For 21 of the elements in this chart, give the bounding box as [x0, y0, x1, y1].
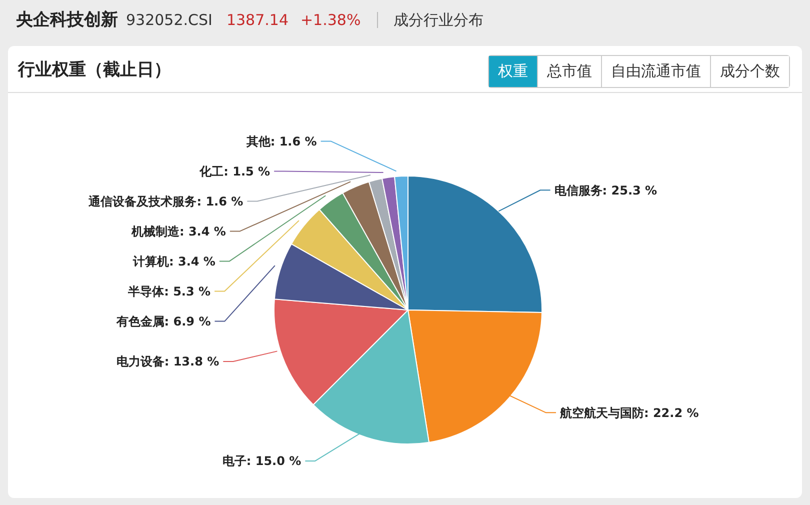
text: 1387.14 — [226, 11, 288, 29]
slice-label: 有色金属: 6.9 % — [115, 314, 211, 328]
text: 自由流通市值 — [601, 56, 710, 87]
text: 权重 — [489, 56, 537, 87]
chart-subtitle: 行业权重（截止日） — [18, 59, 171, 81]
slice-label: 机械制造: 3.4 % — [130, 224, 226, 238]
slice-label: 计算机: 3.4 % — [132, 254, 216, 268]
slice-label: 电信服务: 25.3 % — [554, 183, 658, 198]
text: 932052.CSI — [126, 11, 212, 29]
text: +1.38% — [300, 11, 361, 29]
slice-label: 电子: 15.0 % — [222, 454, 302, 468]
slice-label: 半导体: 5.3 % — [127, 284, 211, 298]
text: 成分个数 — [710, 56, 789, 87]
text: 总市值 — [537, 56, 601, 87]
chart-title: 央企科技创新 — [16, 9, 118, 31]
slice-label: 航空航天与国防: 22.2 % — [558, 406, 699, 420]
slice-label: 化工: 1.5 % — [198, 164, 270, 178]
slice-label: 通信设备及技术服务: 1.6 % — [88, 194, 244, 208]
text: 成分行业分布 — [394, 11, 484, 30]
slice-label: 其他: 1.6 % — [245, 134, 317, 148]
slice-label: 电力设备: 13.8 % — [116, 354, 220, 369]
